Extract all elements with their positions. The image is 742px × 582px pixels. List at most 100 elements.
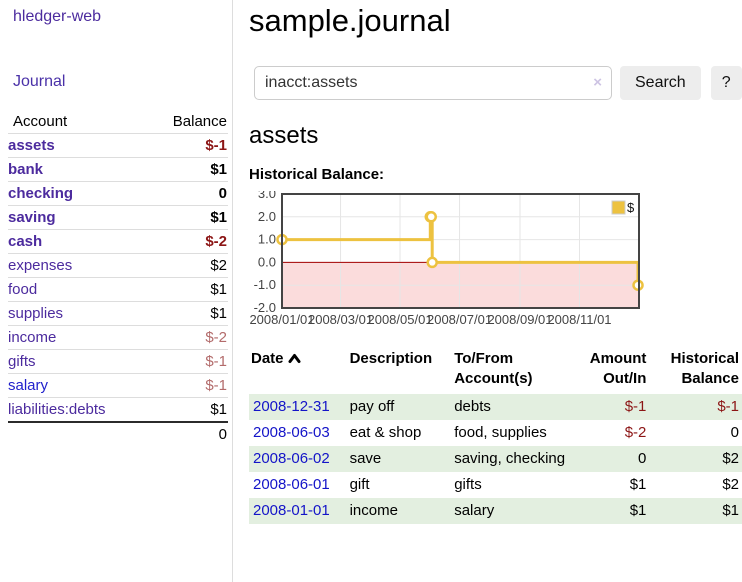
account-balance: $1 (144, 397, 228, 422)
account-balance: $-1 (144, 373, 228, 398)
register-row: 2008-06-02 save saving, checking 0 $2 (249, 445, 742, 472)
transaction-balance: $-1 (717, 397, 739, 415)
account-balance: $1 (144, 277, 228, 302)
brand-link[interactable]: hledger-web (13, 8, 102, 25)
transaction-description: eat & shop (349, 423, 422, 441)
svg-text:-1.0: -1.0 (254, 277, 276, 292)
account-balance: $-2 (144, 229, 228, 254)
transaction-accounts: gifts (454, 475, 482, 493)
register-col-amount: Amount Out/In (589, 349, 647, 387)
svg-text:2008/03/01: 2008/03/01 (308, 312, 373, 327)
account-balance: $2 (144, 253, 228, 278)
account-row: assets $-1 (8, 133, 228, 158)
account-balance: $-1 (144, 349, 228, 374)
transaction-balance: 0 (730, 423, 739, 441)
historical-balance-chart: $3.0 2.0 1.0 0.0 -1.0 -2.02008/01/012008/03/0… (249, 191, 644, 327)
register-row: 2008-06-01 gift gifts $1 $2 (249, 472, 742, 498)
register-col-description: Description (349, 349, 433, 367)
transaction-balance: $1 (722, 501, 739, 519)
account-balance: $1 (144, 205, 228, 230)
svg-text:-2.0: -2.0 (254, 300, 276, 315)
account-link-liabilities-debts[interactable]: liabilities:debts (8, 401, 106, 418)
register-col-balance: Historical Balance (670, 349, 739, 387)
svg-text:0.0: 0.0 (258, 254, 276, 269)
sidebar-item-journal[interactable]: Journal (13, 73, 66, 90)
svg-text:2008/11/01: 2008/11/01 (547, 312, 611, 327)
clear-search-icon[interactable]: × (593, 73, 602, 91)
register-row: 2008-01-01 income salary $1 $1 (249, 497, 742, 524)
search-form: × Search ? (249, 65, 742, 100)
register-header-row: Date Description To/From Account(s) Amou… (249, 347, 742, 394)
account-balance: $1 (144, 157, 228, 182)
register-row: 2008-12-31 pay off debts $-1 $-1 (249, 393, 742, 420)
transaction-amount: $1 (629, 475, 647, 493)
transaction-date-link[interactable]: 2008-01-01 (253, 501, 330, 519)
accounts-header-row: Account Balance (8, 111, 228, 134)
page-title: sample.journal (249, 3, 451, 38)
account-link-saving[interactable]: saving (8, 209, 56, 226)
main-content: sample.journal × Search ? assets Histori… (233, 0, 742, 582)
register-row: 2008-06-03 eat & shop food, supplies $-2… (249, 420, 742, 446)
transaction-description: save (349, 449, 382, 467)
svg-text:2.0: 2.0 (258, 208, 276, 223)
sort-ascending-icon (288, 350, 301, 370)
transaction-balance: $2 (722, 475, 739, 493)
help-button[interactable]: ? (710, 65, 742, 100)
chart-title: Historical Balance: (249, 165, 385, 183)
transaction-accounts: salary (454, 501, 495, 519)
account-row: supplies $1 (8, 301, 228, 326)
account-balance: $-2 (144, 325, 228, 350)
account-balance: $1 (144, 301, 228, 326)
accounts-col-balance: Balance (172, 113, 227, 130)
account-row: expenses $2 (8, 253, 228, 278)
accounts-total-row: 0 (8, 421, 228, 446)
search-button[interactable]: Search (620, 65, 701, 100)
svg-text:2008/07/01: 2008/07/01 (427, 312, 492, 327)
accounts-total-balance: 0 (144, 421, 228, 446)
account-row: income $-2 (8, 325, 228, 350)
account-link-assets[interactable]: assets (8, 137, 55, 154)
transaction-date-link[interactable]: 2008-06-01 (253, 475, 330, 493)
transaction-amount: $-2 (624, 423, 647, 441)
account-link-gifts[interactable]: gifts (8, 353, 36, 370)
transaction-accounts: debts (454, 397, 491, 415)
account-row: checking 0 (8, 181, 228, 206)
transaction-amount: $1 (629, 501, 647, 519)
spacer (8, 421, 145, 446)
account-link-salary[interactable]: salary (8, 377, 49, 394)
account-row: salary $-1 (8, 373, 228, 398)
transaction-description: pay off (349, 397, 395, 415)
transaction-date-link[interactable]: 2008-12-31 (253, 397, 330, 415)
register-table: Date Description To/From Account(s) Amou… (249, 347, 742, 524)
register-col-date[interactable]: Date (249, 347, 348, 394)
svg-text:2008/09/01: 2008/09/01 (487, 312, 552, 327)
transaction-date-link[interactable]: 2008-06-03 (253, 423, 330, 441)
accounts-col-account: Account (13, 113, 68, 130)
account-row: bank $1 (8, 157, 228, 182)
transaction-date-link[interactable]: 2008-06-02 (253, 449, 330, 467)
transaction-description: gift (349, 475, 370, 493)
account-row: saving $1 (8, 205, 228, 230)
account-link-bank[interactable]: bank (8, 161, 44, 178)
register-col-date-label: Date (251, 349, 284, 367)
account-row: food $1 (8, 277, 228, 302)
account-link-expenses[interactable]: expenses (8, 257, 73, 274)
account-row: cash $-2 (8, 229, 228, 254)
account-link-food[interactable]: food (8, 281, 38, 298)
account-link-supplies[interactable]: supplies (8, 305, 64, 322)
transaction-amount: $-1 (624, 397, 647, 415)
transaction-balance: $2 (722, 449, 739, 467)
transaction-description: income (349, 501, 398, 519)
account-link-cash[interactable]: cash (8, 233, 43, 250)
transaction-amount: 0 (638, 449, 647, 467)
svg-text:1.0: 1.0 (258, 231, 276, 246)
search-input[interactable] (254, 65, 612, 100)
transaction-accounts: food, supplies (454, 423, 547, 441)
account-link-income[interactable]: income (8, 329, 57, 346)
account-link-checking[interactable]: checking (8, 185, 74, 202)
svg-text:$: $ (627, 200, 635, 215)
account-row: liabilities:debts $1 (8, 397, 228, 422)
svg-text:2008/05/01: 2008/05/01 (367, 312, 432, 327)
sidebar: hledger-web Journal Account Balance asse… (0, 0, 233, 582)
